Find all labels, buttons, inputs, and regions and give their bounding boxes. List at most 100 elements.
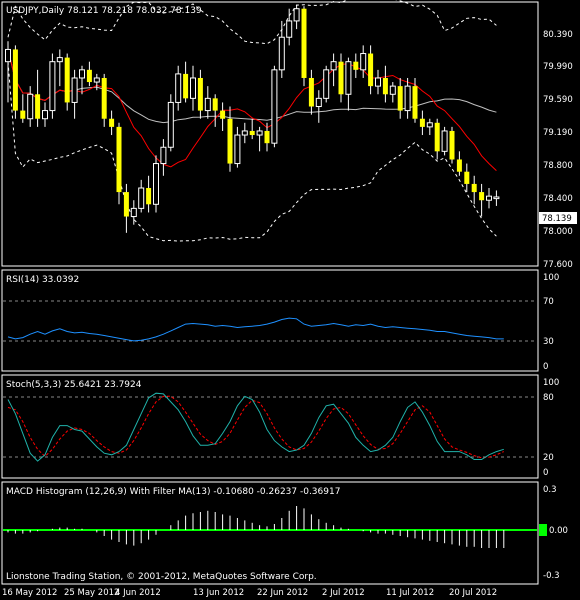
candle-body	[86, 69, 92, 83]
stoch-axis-label: 20	[543, 453, 554, 463]
ma-slow-line	[7, 49, 497, 124]
current-price-box	[539, 212, 577, 224]
price-label: 79.590	[543, 95, 573, 105]
candle-body	[368, 53, 374, 87]
macd-panel-frame	[1, 481, 539, 585]
main-chart-title: USDJPY,Daily 78.121 78.218 78.032 78.139	[6, 6, 202, 16]
stoch-signal-line	[7, 395, 504, 459]
candle-body	[130, 207, 137, 218]
date-label: 16 May 2012	[2, 588, 57, 598]
price-label: 77.600	[543, 260, 573, 270]
candle-body	[49, 61, 56, 112]
date-label: 13 Jun 2012	[193, 588, 244, 598]
candle-body	[27, 93, 34, 120]
rsi-axis-label: 30	[543, 337, 554, 347]
copyright-text: Lionstone Trading Station, © 2001-2012, …	[6, 572, 317, 582]
candle-body	[486, 195, 492, 201]
moving-averages	[7, 49, 497, 171]
rsi-axis-label: 70	[543, 297, 554, 307]
ma-fast-line	[7, 49, 497, 171]
candle-body	[220, 110, 226, 119]
current-price-label: 78.139	[542, 214, 572, 224]
candle-body	[249, 130, 255, 136]
stoch-axis-label: 0	[543, 468, 548, 478]
candle-body	[212, 98, 218, 111]
candle-body	[42, 110, 48, 120]
candle-body	[56, 57, 63, 63]
candle-body	[153, 163, 159, 205]
candle-body	[293, 8, 300, 22]
candlesticks	[5, 4, 500, 233]
date-label: 22 Jun 2012	[257, 588, 308, 598]
candle-body	[167, 101, 174, 148]
stoch-panel-frame	[1, 374, 539, 479]
candle-body	[330, 61, 337, 71]
candle-body	[271, 69, 278, 144]
price-label: 80.390	[543, 30, 573, 40]
macd-axis-label: 0.3	[543, 485, 557, 495]
candle-body	[101, 77, 107, 119]
date-label: 20 Jul 2012	[449, 588, 497, 598]
candle-body	[234, 134, 241, 165]
date-label: 11 Jul 2012	[386, 588, 434, 598]
candle-body	[109, 118, 115, 127]
price-label: 78.800	[543, 161, 573, 171]
candle-body	[227, 118, 233, 164]
candle-body	[456, 159, 462, 172]
candle-body	[389, 85, 396, 95]
candle-body	[375, 77, 381, 87]
candle-body	[404, 85, 411, 112]
bollinger-lower	[7, 61, 497, 242]
candle-body	[175, 73, 182, 103]
candle-body	[419, 118, 425, 127]
candle-body	[434, 122, 440, 152]
candle-body	[301, 8, 307, 78]
macd-title: MACD Histogram (12,26,9) With Filter MA(…	[6, 487, 340, 497]
candle-body	[278, 36, 285, 71]
candle-body	[20, 110, 26, 119]
stoch-axis-label: 100	[543, 378, 559, 388]
candle-body	[353, 61, 359, 70]
price-label: 78.400	[543, 194, 573, 204]
rsi-panel-frame	[1, 269, 539, 372]
main-panel-frame	[1, 1, 539, 267]
candle-body	[345, 61, 352, 95]
candle-body	[382, 77, 388, 95]
candle-body	[5, 48, 11, 63]
price-label: 78.000	[543, 227, 573, 237]
candle-body	[160, 146, 167, 165]
rsi-title: RSI(14) 33.0392	[6, 275, 79, 285]
candle-body	[35, 94, 41, 119]
price-label: 79.190	[543, 128, 573, 138]
date-label: 25 May 2012	[64, 588, 119, 598]
price-label: 79.990	[543, 62, 573, 72]
candle-body	[426, 122, 433, 128]
candle-body	[315, 97, 322, 108]
stochastic-lines	[7, 392, 504, 462]
candle-body	[256, 130, 263, 136]
macd-axis-label: 0.00	[549, 526, 568, 536]
candle-body	[493, 196, 500, 200]
stoch-main-line	[7, 392, 504, 462]
candle-body	[308, 77, 314, 107]
candle-body	[204, 97, 211, 112]
rsi-line	[7, 317, 504, 342]
stoch-title: Stoch(5,3,3) 25.6421 23.7924	[6, 380, 142, 390]
candle-body	[71, 77, 78, 103]
macd-axis-label: -0.3	[543, 571, 560, 581]
rsi-line	[7, 317, 504, 342]
candle-body	[360, 53, 367, 71]
candle-body	[116, 126, 122, 193]
rsi-axis-label: 0	[543, 362, 548, 372]
candle-body	[441, 130, 448, 152]
macd-histogram	[7, 506, 505, 548]
candle-body	[241, 130, 248, 136]
macd-zero-box	[539, 524, 547, 536]
candle-body	[12, 49, 18, 111]
candle-body	[190, 77, 196, 99]
candle-body	[412, 86, 418, 119]
candle-body	[449, 130, 455, 160]
candle-body	[323, 69, 330, 99]
candle-body	[123, 192, 129, 217]
